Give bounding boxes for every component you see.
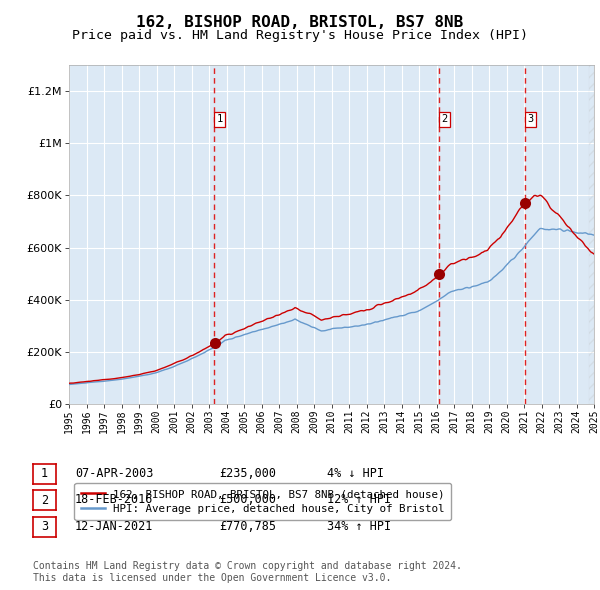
Text: 162, BISHOP ROAD, BRISTOL, BS7 8NB: 162, BISHOP ROAD, BRISTOL, BS7 8NB [136, 15, 464, 30]
Text: £235,000: £235,000 [219, 467, 276, 480]
Text: 1: 1 [41, 467, 48, 480]
Text: 3: 3 [41, 520, 48, 533]
Text: 1: 1 [217, 114, 223, 124]
Text: 3: 3 [527, 114, 533, 124]
Text: 4% ↓ HPI: 4% ↓ HPI [327, 467, 384, 480]
Text: 2: 2 [441, 114, 448, 124]
Text: Contains HM Land Registry data © Crown copyright and database right 2024.
This d: Contains HM Land Registry data © Crown c… [33, 561, 462, 583]
Text: 2: 2 [41, 494, 48, 507]
Text: Price paid vs. HM Land Registry's House Price Index (HPI): Price paid vs. HM Land Registry's House … [72, 30, 528, 42]
Bar [589, 65, 594, 404]
Text: 34% ↑ HPI: 34% ↑ HPI [327, 520, 391, 533]
Text: 07-APR-2003: 07-APR-2003 [75, 467, 154, 480]
Text: 18-FEB-2016: 18-FEB-2016 [75, 493, 154, 506]
Legend: 162, BISHOP ROAD, BRISTOL, BS7 8NB (detached house), HPI: Average price, detache: 162, BISHOP ROAD, BRISTOL, BS7 8NB (deta… [74, 483, 451, 520]
Text: £500,000: £500,000 [219, 493, 276, 506]
Text: 12% ↑ HPI: 12% ↑ HPI [327, 493, 391, 506]
Text: £770,785: £770,785 [219, 520, 276, 533]
Text: 12-JAN-2021: 12-JAN-2021 [75, 520, 154, 533]
